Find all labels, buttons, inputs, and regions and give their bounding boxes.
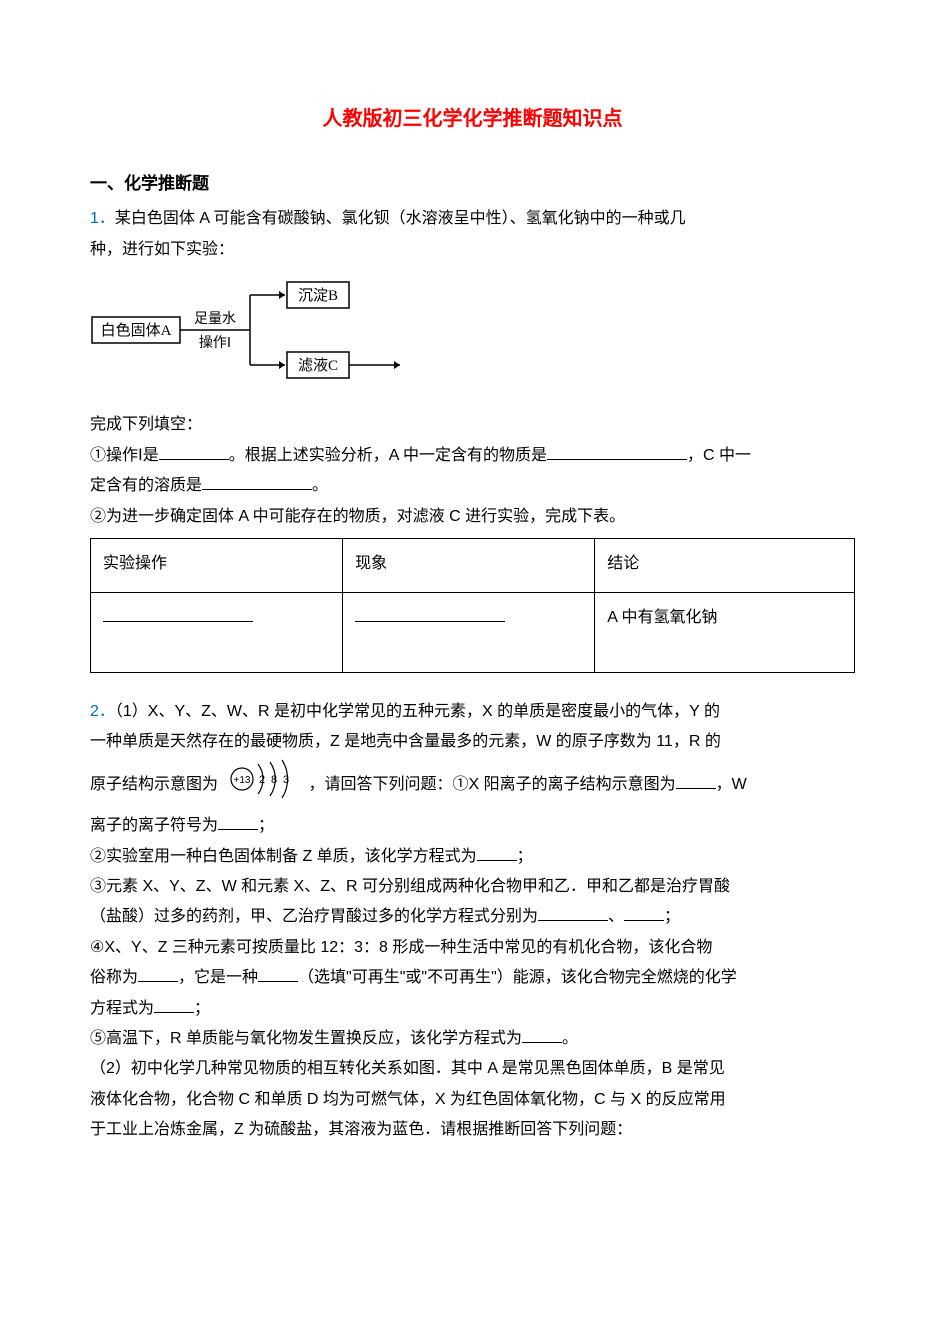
svg-text:8: 8 — [271, 774, 277, 786]
q1-intro-a: 某白色固体 A 可能含有碳酸钠、氯化钡（水溶液呈中性）、氢氧化钠中的一种或几 — [115, 210, 686, 227]
experiment-diagram: 白色固体A 足量水 操作Ⅰ 沉淀B 滤液C — [90, 275, 855, 396]
th-operation: 实验操作 — [91, 539, 343, 593]
q2-p2: 一种单质是天然存在的最硬物质，Z 是地壳中含量最多的元素，W 的原子序数为 11… — [90, 727, 855, 757]
q1-p1-a: ①操作Ⅰ是 — [90, 447, 159, 464]
q2-p12: （2）初中化学几种常见物质的相互转化关系如图．其中 A 是常见黑色固体单质，B … — [90, 1054, 855, 1084]
q1-point1: ①操作Ⅰ是 。根据上述实验分析，A 中一定含有的物质是 ，C 中一 — [90, 441, 855, 471]
blank — [624, 905, 664, 921]
blank — [218, 814, 258, 830]
q2-p5a: ②实验室用一种白色固体制备 Z 单质，该化学方程式为 — [90, 848, 477, 865]
q2-p11b: 。 — [562, 1030, 578, 1047]
q1-p1-d: 定含有的溶质是 — [90, 477, 202, 494]
q2-p10b: ； — [194, 1000, 210, 1017]
doc-title: 人教版初三化学化学推断题知识点 — [90, 100, 855, 138]
q2-line1: 2．（1）X、Y、Z、W、R 是初中化学常见的五种元素，X 的单质是密度最小的气… — [90, 697, 855, 727]
q2-p5b: ； — [517, 848, 533, 865]
q2-p6: ③元素 X、Y、Z、W 和元素 X、Z、R 可分别组成两种化合物甲和乙．甲和乙都… — [90, 872, 855, 902]
q1-intro: 1．某白色固体 A 可能含有碳酸钠、氯化钡（水溶液呈中性）、氢氧化钠中的一种或几 — [90, 204, 855, 234]
q2-p7c: ； — [664, 908, 680, 925]
q2-p4a: 离子的离子符号为 — [90, 817, 218, 834]
blank — [202, 474, 312, 490]
q1-number: 1． — [90, 210, 115, 227]
q1-fill-lead: 完成下列填空： — [90, 410, 855, 440]
th-phenomenon: 现象 — [343, 539, 595, 593]
q2-line4: 离子的离子符号为 ； — [90, 811, 855, 841]
q1-point2: ②为进一步确定固体 A 中可能存在的物质，对滤液 C 进行实验，完成下表。 — [90, 502, 855, 532]
blank — [538, 905, 608, 921]
q2-p9a: 俗称为 — [90, 969, 138, 986]
blank — [477, 845, 517, 861]
q2-p11a: ⑤高温下，R 单质能与氧化物发生置换反应，该化学方程式为 — [90, 1030, 522, 1047]
q2-p4b: ； — [258, 817, 274, 834]
blank — [547, 444, 687, 460]
atom-diagram: +13 2 8 3 — [226, 758, 304, 811]
q2-line11: ⑤高温下，R 单质能与氧化物发生置换反应，该化学方程式为 。 — [90, 1024, 855, 1054]
q2-line3: 原子结构示意图为 +13 2 8 3 ，请回答下列问题：①X 阳离子的离子结构示… — [90, 758, 855, 811]
td-operation — [91, 593, 343, 673]
q1-p1-c: ，C 中一 — [687, 447, 751, 464]
q2-line5: ②实验室用一种白色固体制备 Z 单质，该化学方程式为 ； — [90, 842, 855, 872]
q1-intro-b: 种，进行如下实验： — [90, 235, 855, 265]
q2-p3b: ，请回答下列问题：①X 阳离子的离子结构示意图为 — [308, 776, 675, 793]
q2-p7b: 、 — [608, 908, 624, 925]
q2-p3a: 原子结构示意图为 — [90, 776, 218, 793]
th-conclusion: 结论 — [595, 539, 855, 593]
blank — [159, 444, 229, 460]
experiment-table: 实验操作 现象 结论 A 中有氢氧化钠 — [90, 538, 855, 673]
svg-text:操作Ⅰ: 操作Ⅰ — [199, 335, 231, 351]
q1-point1-cont: 定含有的溶质是 。 — [90, 471, 855, 501]
blank — [258, 966, 298, 982]
blank — [676, 773, 716, 789]
q2-p9b: ，它是一种 — [178, 969, 258, 986]
q2-line10: 方程式为 ； — [90, 994, 855, 1024]
q2-p3c: ，W — [716, 776, 747, 793]
q2-p1: （1）X、Y、Z、W、R 是初中化学常见的五种元素，X 的单质是密度最小的气体，… — [115, 703, 720, 720]
q2-p13: 液体化合物，化合物 C 和单质 D 均为可燃气体，X 为红色固体氧化物，C 与 … — [90, 1085, 855, 1115]
q2-p14: 于工业上冶炼金属，Z 为硫酸盐，其溶液为蓝色．请根据推断回答下列问题： — [90, 1115, 855, 1145]
blank — [154, 997, 194, 1013]
svg-text:+13: +13 — [234, 775, 251, 786]
td-conclusion: A 中有氢氧化钠 — [595, 593, 855, 673]
q1-p1-b: 。根据上述实验分析，A 中一定含有的物质是 — [229, 447, 547, 464]
q2-p8: ④X、Y、Z 三种元素可按质量比 12：3：8 形成一种生活中常见的有机化合物，… — [90, 933, 855, 963]
q2-line7: （盐酸）过多的药剂，甲、乙治疗胃酸过多的化学方程式分别为 、 ； — [90, 902, 855, 932]
blank — [522, 1027, 562, 1043]
diagram-box-a: 白色固体A — [101, 322, 172, 339]
svg-text:沉淀B: 沉淀B — [298, 287, 338, 304]
blank — [138, 966, 178, 982]
section-heading: 一、化学推断题 — [90, 168, 855, 200]
svg-text:足量水: 足量水 — [194, 311, 236, 327]
td-phenomenon — [343, 593, 595, 673]
q2-p10a: 方程式为 — [90, 1000, 154, 1017]
svg-text:3: 3 — [283, 774, 289, 786]
svg-text:滤液C: 滤液C — [298, 357, 338, 374]
q2-number: 2． — [90, 703, 115, 720]
q2-p9c: （选填"可再生"或"不可再生"）能源，该化合物完全燃烧的化学 — [298, 969, 737, 986]
q2-line9: 俗称为 ，它是一种 （选填"可再生"或"不可再生"）能源，该化合物完全燃烧的化学 — [90, 963, 855, 993]
q1-p1-e: 。 — [312, 477, 328, 494]
q2-p7a: （盐酸）过多的药剂，甲、乙治疗胃酸过多的化学方程式分别为 — [90, 908, 538, 925]
svg-text:2: 2 — [259, 774, 265, 786]
